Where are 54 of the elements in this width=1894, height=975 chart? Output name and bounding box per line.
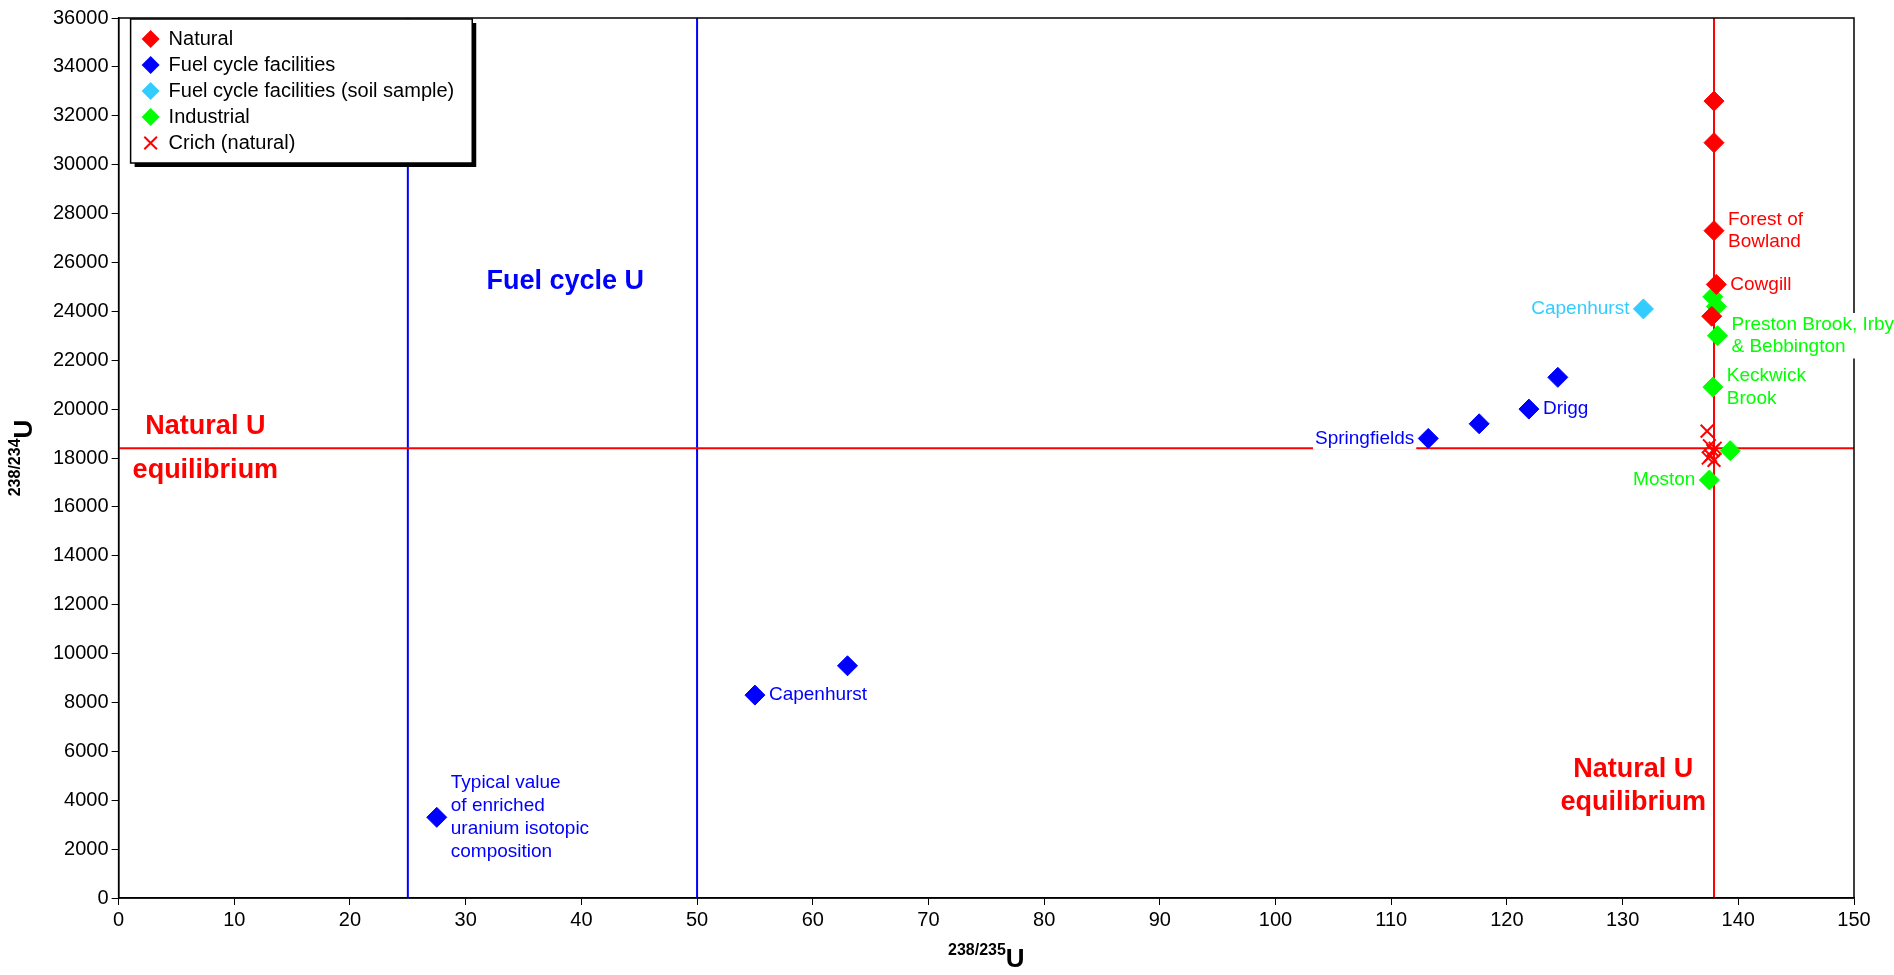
x-tick-label: 60 — [801, 907, 824, 930]
annotation: Capenhurst — [768, 683, 868, 705]
y-tick-label: 12000 — [52, 592, 109, 615]
annotation: Keckwick Brook — [1726, 363, 1807, 408]
annotation: Forest of Bowland — [1728, 207, 1804, 252]
y-tick-label: 30000 — [52, 152, 109, 175]
y-tick-label: 36000 — [52, 5, 109, 28]
ref-line-label: Fuel cycle U — [486, 265, 645, 296]
annotation: Cowgill — [1730, 272, 1792, 294]
y-tick-label: 32000 — [52, 103, 109, 126]
y-tick-label: 6000 — [64, 738, 109, 761]
x-tick-label: 120 — [1490, 907, 1524, 930]
y-tick-label: 0 — [97, 885, 109, 908]
x-tick-label: 20 — [338, 907, 362, 930]
x-tick-label: 80 — [1033, 907, 1056, 930]
y-tick-label: 4000 — [64, 787, 109, 810]
x-tick-label: 40 — [570, 907, 593, 930]
legend-label: Fuel cycle facilities — [168, 52, 336, 75]
annotation: Preston Brook, Irby & Bebbington — [1731, 312, 1894, 357]
y-tick-label: 16000 — [52, 494, 109, 517]
x-tick-label: 150 — [1837, 907, 1871, 930]
y-tick-label: 24000 — [52, 298, 109, 321]
legend-label: Industrial — [168, 104, 250, 127]
y-tick-label: 26000 — [52, 249, 109, 272]
ref-line-label: Natural U equilibrium — [1560, 752, 1707, 817]
y-tick-label: 18000 — [52, 445, 109, 468]
x-tick-label: 50 — [685, 907, 709, 930]
x-tick-label: 130 — [1605, 907, 1640, 930]
x-tick-label: 110 — [1375, 907, 1408, 930]
y-tick-label: 14000 — [52, 543, 109, 566]
x-tick-label: 0 — [113, 907, 125, 930]
y-tick-label: 10000 — [52, 641, 109, 664]
legend-label: Crich (natural) — [168, 130, 296, 153]
legend-label: Fuel cycle facilities (soil sample) — [168, 78, 455, 101]
annotation: Springfields — [1314, 426, 1415, 448]
x-tick-label: 10 — [223, 907, 246, 930]
annotation: Capenhurst — [1531, 297, 1631, 319]
legend-label: Natural — [168, 26, 234, 49]
y-tick-label: 8000 — [64, 689, 109, 712]
x-tick-label: 70 — [917, 907, 940, 930]
annotation: Drigg — [1542, 397, 1589, 419]
y-tick-label: 22000 — [52, 347, 109, 370]
annotation: Typical value of enriched uranium isotopic composition — [450, 771, 590, 861]
x-tick-label: 30 — [454, 907, 477, 930]
ref-line-label: Natural U equilibrium — [132, 409, 279, 484]
y-axis-title: 238/234U — [6, 419, 38, 497]
x-tick-label: 140 — [1721, 907, 1755, 930]
y-tick-label: 28000 — [52, 201, 109, 224]
y-tick-label: 2000 — [64, 836, 109, 859]
y-tick-label: 20000 — [52, 396, 109, 419]
annotation: Moston — [1633, 468, 1696, 490]
y-tick-label: 34000 — [52, 54, 109, 77]
x-tick-label: 90 — [1148, 907, 1171, 930]
x-tick-label: 100 — [1258, 907, 1293, 930]
